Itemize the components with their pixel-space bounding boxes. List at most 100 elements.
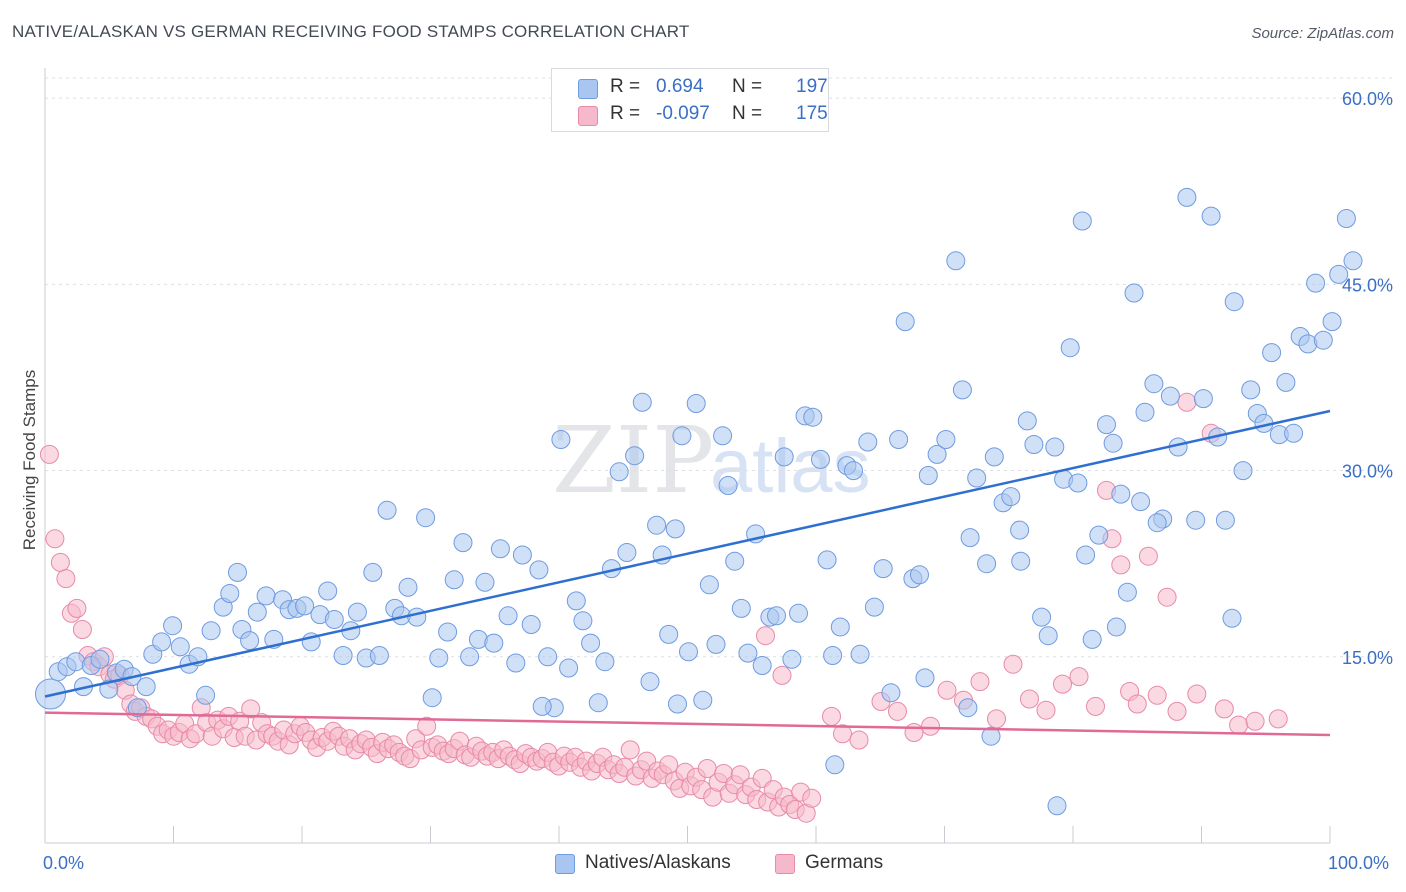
native-point-146 bbox=[1131, 492, 1151, 512]
native-point-179 bbox=[1222, 608, 1242, 628]
native-point-165 bbox=[1276, 372, 1296, 392]
native-point-6 bbox=[90, 649, 110, 669]
legend-n-label: N = bbox=[732, 103, 763, 124]
german-point-2 bbox=[50, 552, 70, 572]
native-point-177 bbox=[1147, 513, 1167, 533]
bottom-legend-label-germans: Germans bbox=[805, 852, 884, 873]
german-point-5 bbox=[67, 598, 87, 618]
legend-r-value: -0.097 bbox=[656, 103, 710, 124]
native-point-126 bbox=[984, 447, 1004, 467]
native-point-0 bbox=[35, 678, 66, 710]
native-point-178 bbox=[1106, 617, 1126, 637]
german-point-142 bbox=[822, 706, 841, 726]
native-point-11 bbox=[127, 698, 147, 718]
native-point-71 bbox=[588, 693, 608, 713]
native-point-74 bbox=[609, 462, 629, 482]
native-point-171 bbox=[1322, 312, 1342, 332]
german-point-141 bbox=[772, 665, 792, 685]
native-point-173 bbox=[1336, 209, 1356, 228]
legend: R = 0.694 N = 197 R = -0.097 N = 175 bbox=[551, 68, 829, 132]
native-point-20 bbox=[201, 621, 221, 641]
native-point-26 bbox=[247, 602, 267, 622]
german-point-157 bbox=[1069, 667, 1089, 687]
y-tick-labels: 15.0% 30.0% 45.0% 60.0% bbox=[1342, 89, 1393, 668]
german-point-149 bbox=[937, 680, 957, 700]
german-point-156 bbox=[1053, 674, 1072, 694]
legend-n-value: 197 bbox=[796, 76, 828, 97]
native-point-159 bbox=[1233, 461, 1253, 481]
native-point-64 bbox=[538, 647, 558, 667]
native-point-66 bbox=[551, 430, 571, 449]
german-point-143 bbox=[833, 724, 852, 744]
native-point-104 bbox=[817, 550, 837, 570]
native-point-56 bbox=[475, 572, 495, 592]
native-point-43 bbox=[377, 500, 397, 520]
native-point-154 bbox=[1193, 389, 1213, 409]
native-point-185 bbox=[1047, 796, 1067, 816]
native-point-23 bbox=[228, 562, 247, 582]
native-point-108 bbox=[844, 461, 863, 481]
native-point-174 bbox=[1343, 251, 1363, 271]
legend-n-value: 175 bbox=[796, 103, 828, 124]
native-point-109 bbox=[850, 644, 870, 664]
native-point-180 bbox=[532, 696, 552, 716]
native-point-140 bbox=[1089, 525, 1109, 545]
german-trend-line bbox=[44, 711, 1331, 737]
native-point-137 bbox=[1068, 473, 1088, 493]
native-point-69 bbox=[573, 611, 593, 631]
native-point-27 bbox=[256, 586, 276, 606]
native-point-90 bbox=[718, 476, 738, 495]
native-point-77 bbox=[632, 392, 652, 412]
native-point-170 bbox=[1313, 330, 1333, 350]
native-point-113 bbox=[881, 683, 901, 703]
native-point-12 bbox=[136, 677, 156, 697]
native-point-110 bbox=[858, 432, 878, 452]
native-point-50 bbox=[429, 648, 449, 668]
native-point-186 bbox=[958, 698, 978, 718]
native-point-123 bbox=[960, 528, 980, 548]
legend-swatch-germans bbox=[578, 106, 598, 126]
native-point-147 bbox=[1135, 402, 1155, 422]
native-point-128 bbox=[1001, 487, 1021, 507]
german-point-6 bbox=[72, 620, 92, 639]
bottom-legend-label-natives: Natives/Alaskans bbox=[585, 852, 731, 873]
german-point-167 bbox=[1167, 701, 1187, 721]
y-tick-label-3: 60.0% bbox=[1342, 89, 1393, 109]
native-point-105 bbox=[823, 646, 843, 665]
german-point-158 bbox=[1086, 696, 1105, 716]
german-point-164 bbox=[1138, 546, 1158, 566]
german-point-3 bbox=[56, 569, 76, 589]
native-point-59 bbox=[498, 606, 518, 626]
native-point-141 bbox=[1097, 415, 1116, 435]
legend-swatch-natives bbox=[578, 79, 598, 99]
bottom-legend-swatch-germans bbox=[775, 854, 795, 874]
source-label: Source: ZipAtlas.com bbox=[1251, 25, 1394, 42]
native-point-182 bbox=[981, 726, 1001, 746]
native-point-125 bbox=[977, 554, 997, 574]
native-point-82 bbox=[665, 519, 685, 539]
native-point-115 bbox=[895, 312, 915, 332]
bottom-legend-swatch-natives bbox=[555, 854, 575, 874]
german-point-166 bbox=[1157, 587, 1177, 607]
native-point-119 bbox=[927, 444, 947, 464]
native-point-120 bbox=[936, 430, 956, 449]
native-point-134 bbox=[1045, 437, 1065, 457]
native-point-122 bbox=[952, 380, 972, 400]
native-point-93 bbox=[738, 643, 758, 663]
native-point-70 bbox=[581, 633, 601, 653]
native-point-42 bbox=[369, 646, 389, 665]
german-point-171 bbox=[1214, 699, 1234, 719]
native-point-83 bbox=[672, 426, 692, 446]
grid-lines bbox=[45, 77, 1392, 658]
legend-r-label: R = bbox=[610, 103, 641, 124]
native-point-76 bbox=[625, 446, 645, 466]
native-point-100 bbox=[789, 603, 808, 623]
native-point-184 bbox=[825, 755, 845, 775]
native-point-19 bbox=[196, 685, 216, 705]
native-point-103 bbox=[811, 449, 830, 469]
native-point-97 bbox=[767, 606, 786, 626]
native-point-181 bbox=[668, 694, 687, 714]
native-point-152 bbox=[1177, 187, 1197, 207]
native-point-129 bbox=[1010, 520, 1030, 540]
native-point-57 bbox=[484, 633, 504, 653]
